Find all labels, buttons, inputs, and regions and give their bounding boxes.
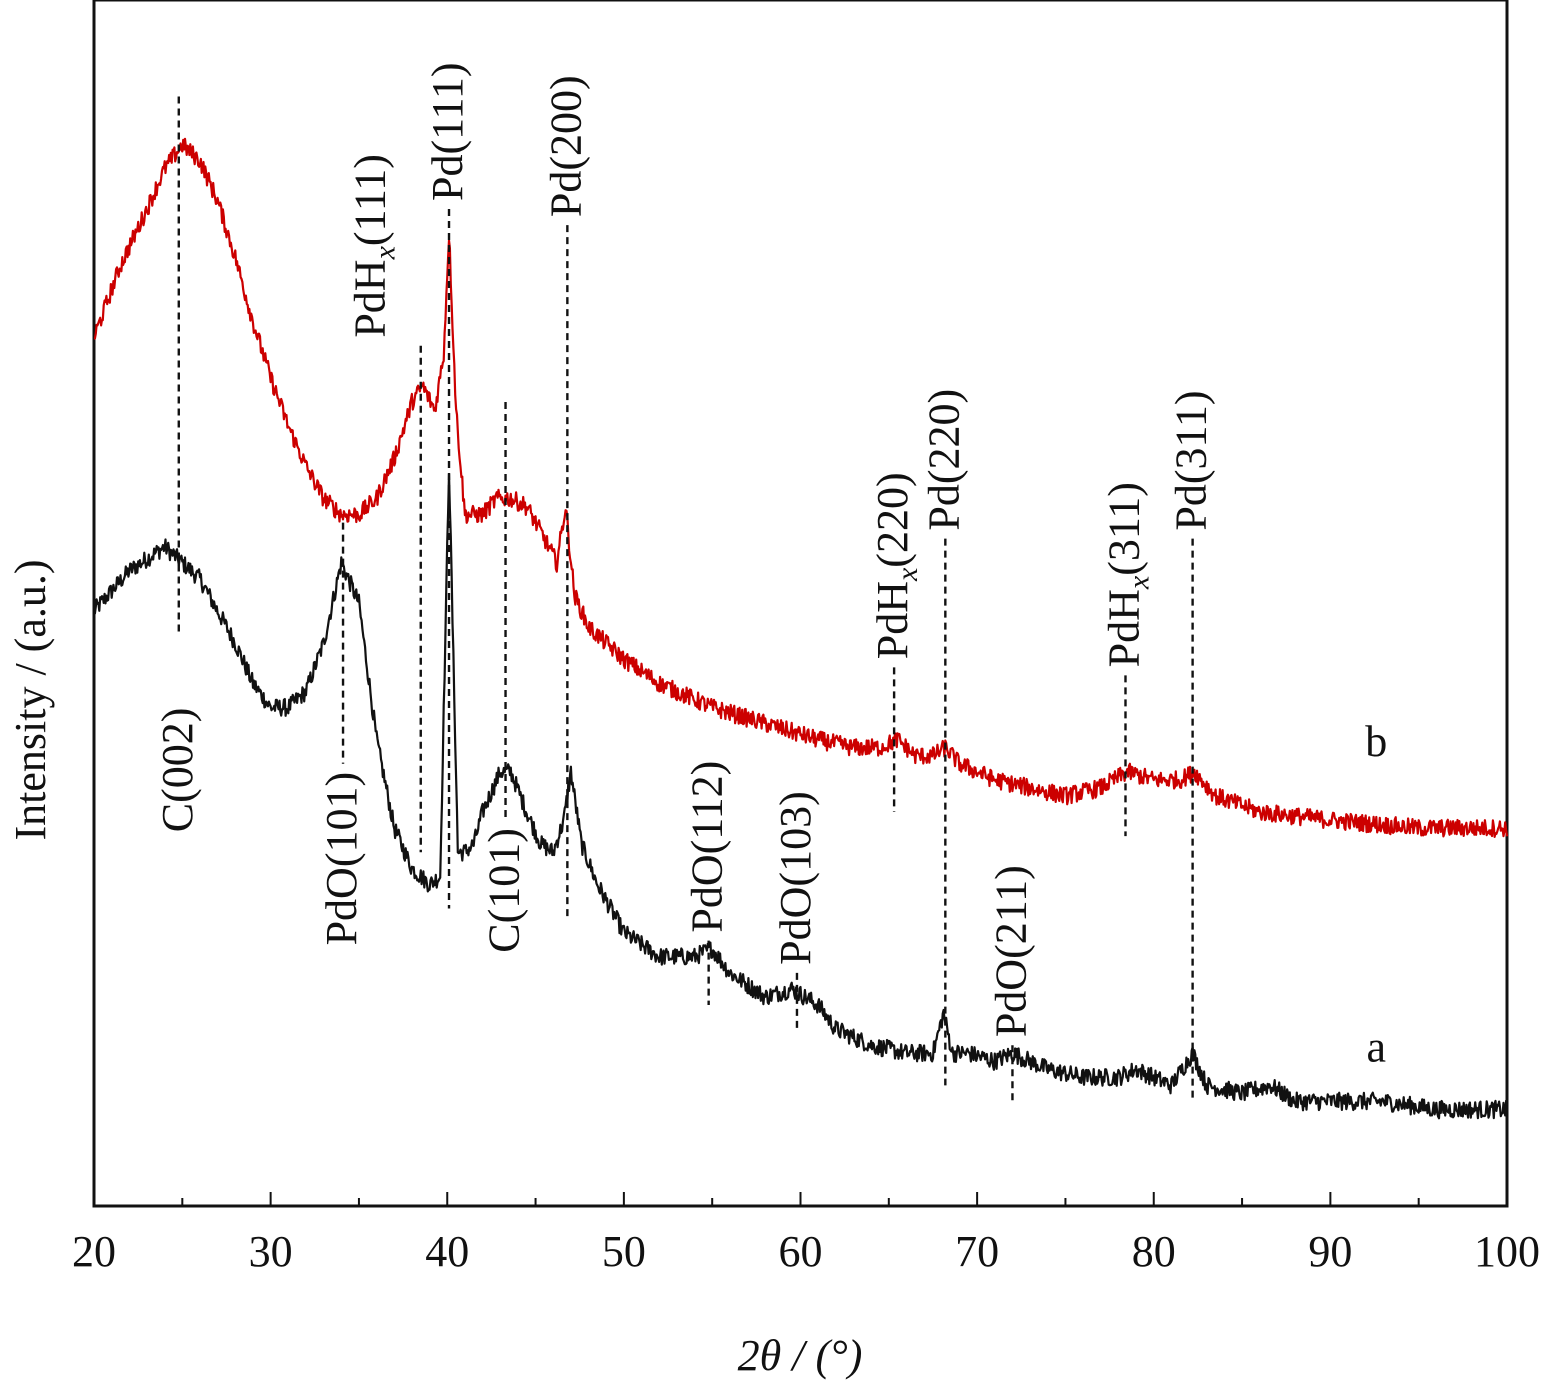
peak-label-subscript: x [891, 567, 924, 582]
x-tick-label: 50 [602, 1227, 646, 1276]
peak-label: PdHx(111) [345, 154, 401, 338]
x-tick-label: 30 [249, 1227, 293, 1276]
peak-label: Pd(200) [541, 75, 590, 217]
peak-label: PdHx(220) [868, 472, 924, 659]
annotation-layer: C(002)PdO(101)PdHx(111) Pd(111)C(101)Pd(2… [153, 62, 1216, 1102]
peak-label: Pd(220) [919, 389, 968, 531]
x-tick-label: 60 [779, 1227, 823, 1276]
peak-label: C(002) [153, 708, 202, 833]
x-axis-label: 2θ / (°) [738, 1331, 863, 1380]
peak-label-part: PdH [1099, 589, 1148, 667]
series-label-a: a [1367, 1022, 1387, 1071]
y-axis-label: Intensity / (a.u.) [6, 559, 55, 840]
peak-label-part: (220) [868, 472, 917, 567]
x-tick-label: 70 [955, 1227, 999, 1276]
peak-label-subscript: x [368, 245, 401, 260]
series-line-a [92, 473, 1509, 1120]
series-layer: ba [92, 137, 1509, 1120]
peak-label: PdO(101) [317, 772, 366, 946]
x-tick-label: 40 [425, 1227, 469, 1276]
peak-label-subscript: x [1122, 575, 1155, 590]
plot-frame [92, 0, 1509, 1208]
x-tick-label: 100 [1474, 1227, 1540, 1276]
peak-label-part: PdH [345, 259, 394, 337]
plot-area: ba C(002)PdO(101)PdHx(111) Pd(111)C(101)P… [72, 0, 1540, 1276]
peak-label: PdO(211) [986, 865, 1035, 1037]
peak-label-part: (311) [1099, 482, 1148, 576]
peak-label: PdO(103) [771, 791, 820, 965]
series-label-b: b [1365, 717, 1387, 766]
peak-label-part: (111) [345, 154, 394, 246]
peak-label: Pd(311) [1167, 390, 1216, 530]
x-tick-label: 80 [1132, 1227, 1176, 1276]
peak-label-part: PdH [868, 581, 917, 659]
peak-label: PdO(112) [683, 761, 732, 933]
x-tick-label: 90 [1308, 1227, 1352, 1276]
x-axis-ticks: 20 30 40 50 60 70 80 90 100 [72, 1192, 1540, 1276]
peak-label: Pd(111) [423, 62, 472, 201]
peak-label: PdHx(311) [1099, 482, 1155, 667]
peak-label: C(101) [480, 828, 529, 953]
x-tick-label: 20 [72, 1227, 116, 1276]
series-line-b [93, 137, 1509, 838]
